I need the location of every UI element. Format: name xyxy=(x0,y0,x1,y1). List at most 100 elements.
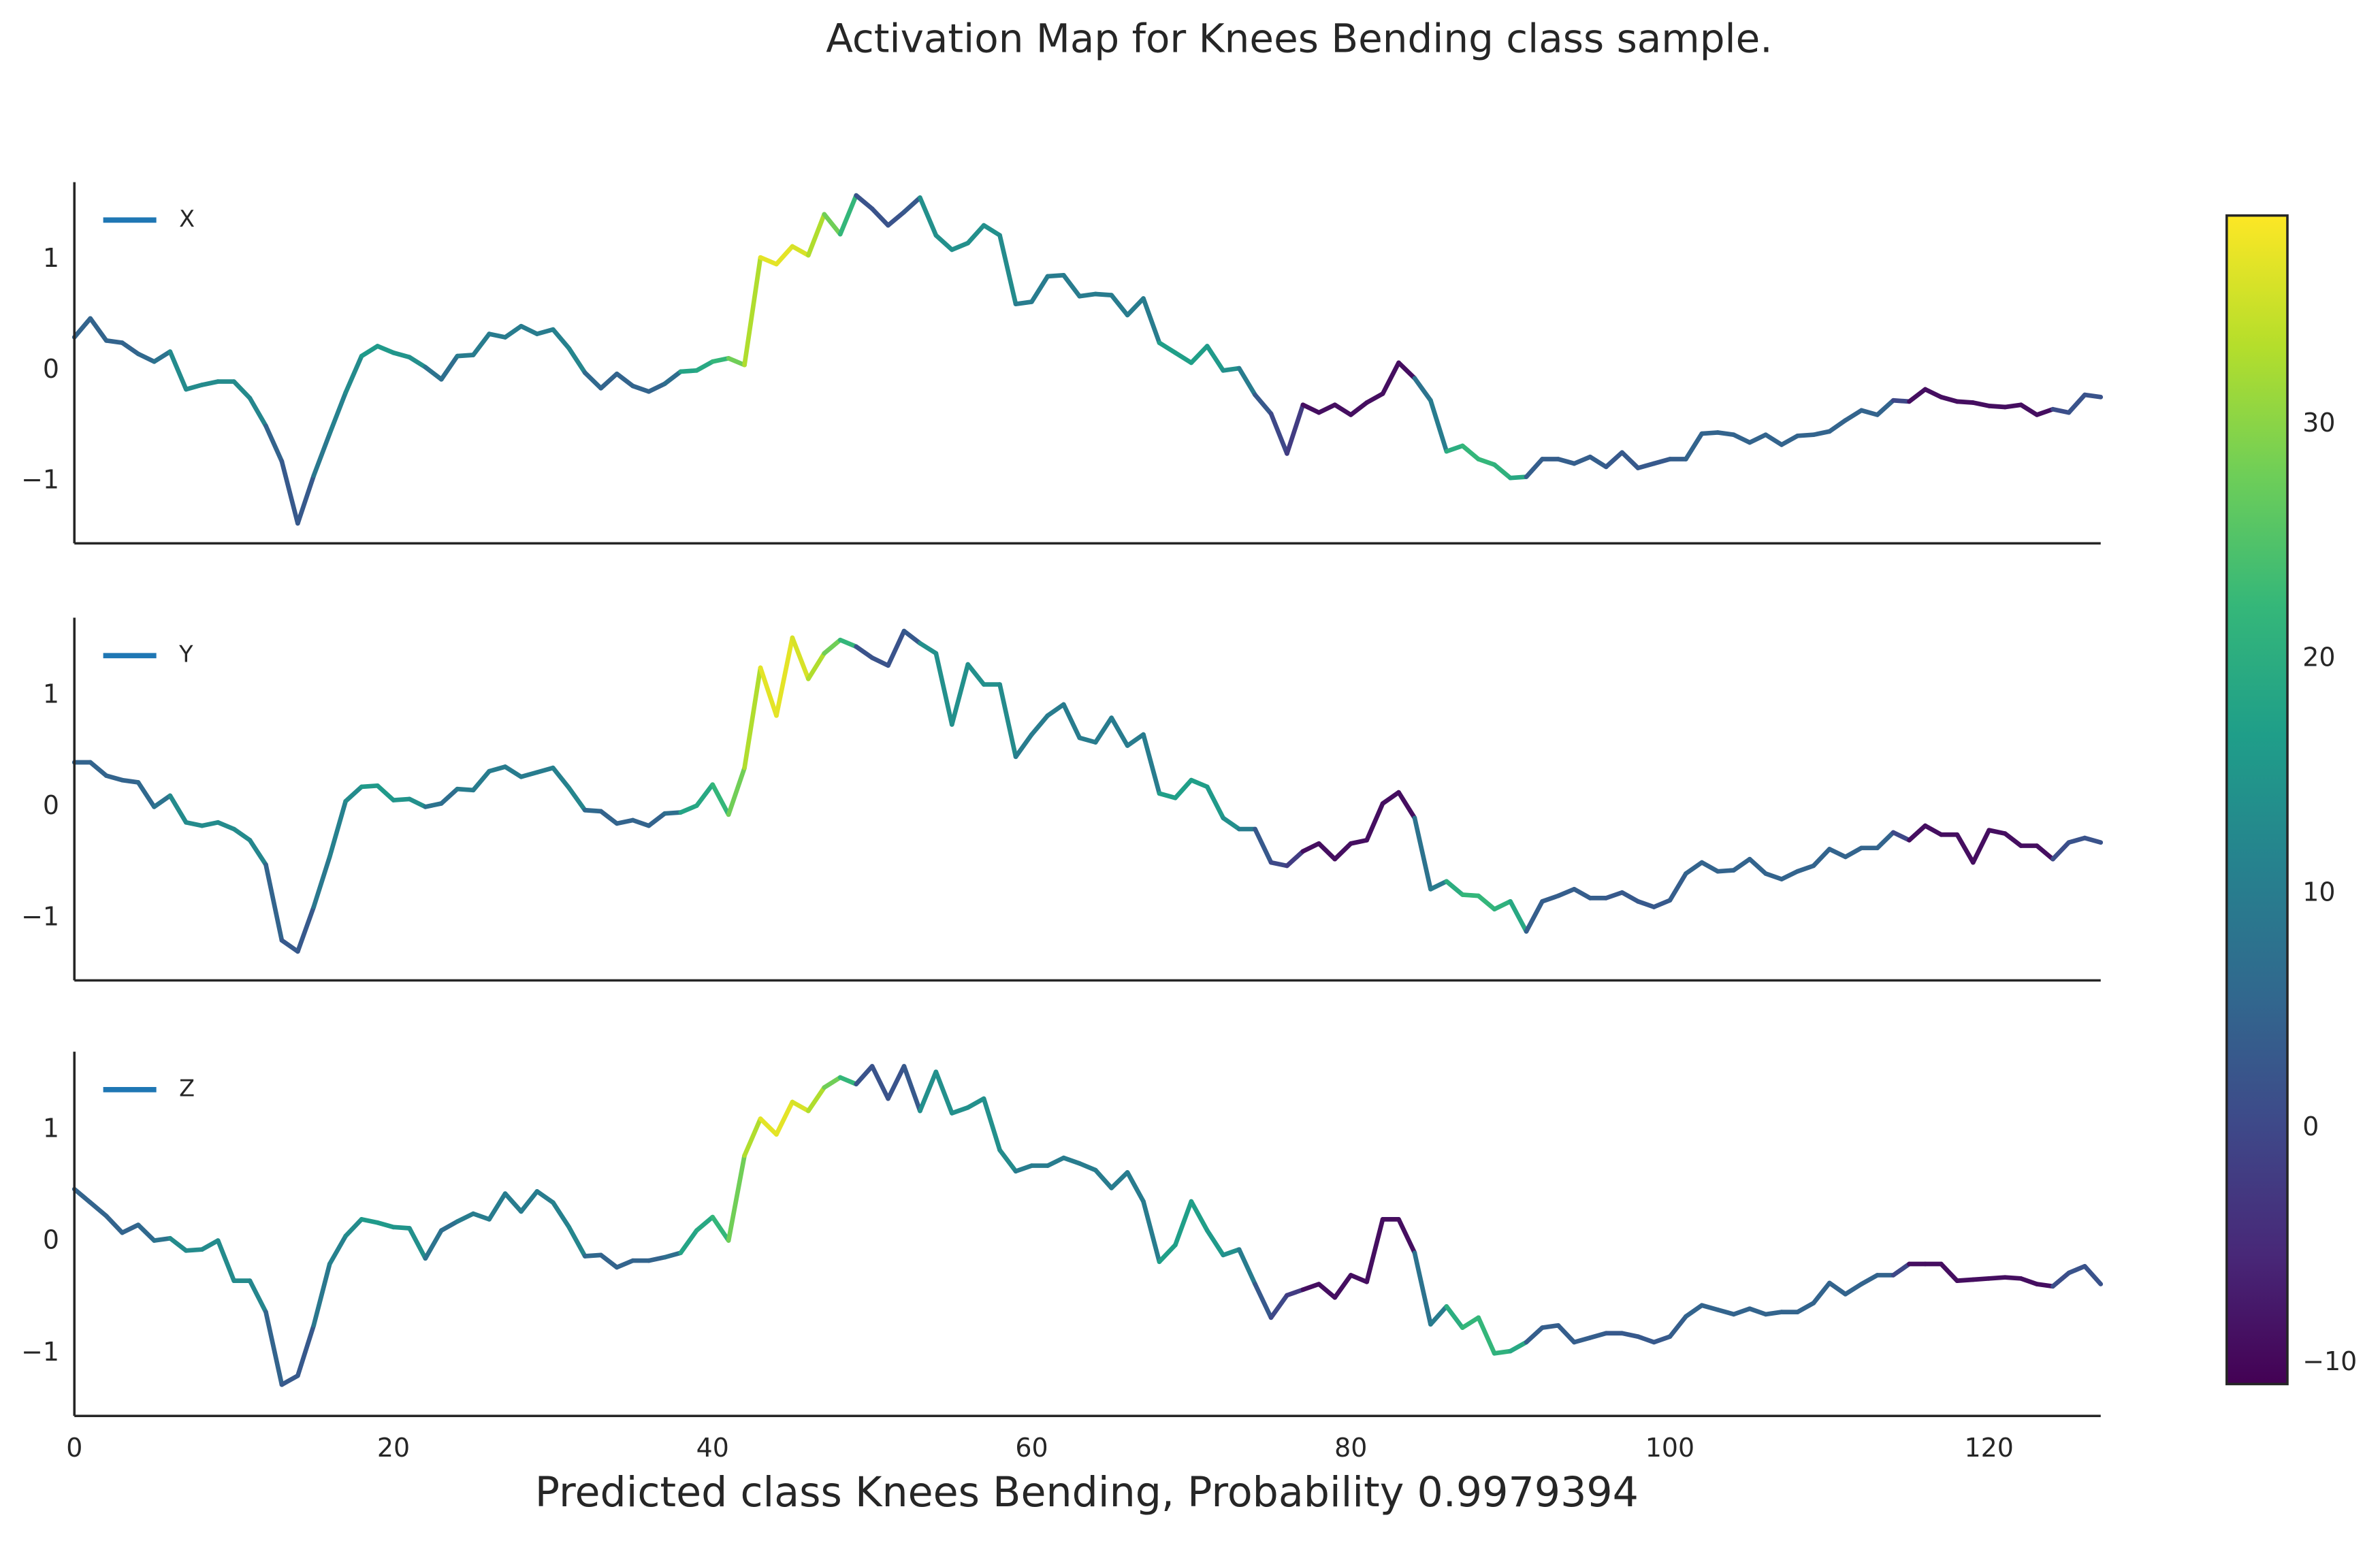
line-segment xyxy=(279,938,300,954)
line-segment xyxy=(837,193,859,237)
line-segment xyxy=(359,783,380,790)
line-segment xyxy=(1300,1282,1321,1293)
line-segment xyxy=(1843,408,1864,423)
line-segment xyxy=(646,381,667,394)
line-segment xyxy=(438,786,460,806)
line-segment xyxy=(933,1069,954,1116)
line-segment xyxy=(487,331,508,340)
y-tick-label: 1 xyxy=(43,243,59,273)
line-segment xyxy=(152,793,173,809)
line-segment xyxy=(1747,856,1768,876)
line-segment xyxy=(1364,801,1385,843)
line-segment xyxy=(1987,1275,2008,1281)
line-segment xyxy=(1221,815,1242,832)
line-segment xyxy=(1524,457,1545,479)
line-segment xyxy=(1684,1303,1705,1319)
line-segment xyxy=(343,353,364,395)
line-segment xyxy=(1189,777,1210,790)
line-segment xyxy=(279,1373,300,1387)
line-segment xyxy=(1300,402,1321,415)
line-segment xyxy=(375,783,396,802)
colorbar xyxy=(2225,214,2289,1386)
line-segment xyxy=(1667,871,1688,903)
line-segment xyxy=(1635,898,1656,909)
line-segment xyxy=(981,223,1002,238)
line-segment xyxy=(582,370,604,391)
line-segment xyxy=(1476,457,1497,468)
line-segment xyxy=(438,1219,460,1233)
line-segment xyxy=(2034,406,2055,417)
line-segment xyxy=(710,782,731,817)
line-segment xyxy=(1268,411,1289,456)
line-segment xyxy=(837,637,859,649)
line-segment xyxy=(311,1261,332,1328)
line-segment xyxy=(1093,1167,1114,1190)
line-segment xyxy=(2066,1263,2087,1276)
line-segment xyxy=(152,1235,173,1243)
line-segment xyxy=(1635,1334,1656,1345)
line-segment xyxy=(1077,735,1098,745)
line-segment xyxy=(1396,1217,1417,1255)
line-segment xyxy=(327,1233,349,1267)
line-segment xyxy=(614,1258,635,1270)
line-segment xyxy=(886,628,907,668)
legend-label: Z xyxy=(179,1075,195,1101)
line-segment xyxy=(1827,418,1848,434)
line-segment xyxy=(758,1116,779,1137)
line-segment xyxy=(1412,815,1433,892)
line-segment xyxy=(1508,1340,1529,1354)
line-segment xyxy=(598,809,620,826)
line-segment xyxy=(949,1105,971,1116)
line-segment xyxy=(869,655,890,668)
line-segment xyxy=(71,1186,93,1205)
line-segment xyxy=(1923,387,1944,400)
line-segment xyxy=(1109,715,1130,748)
line-segment xyxy=(551,765,572,790)
line-segment xyxy=(1891,1261,1912,1278)
line-segment xyxy=(1285,1287,1306,1298)
line-segment xyxy=(2019,1276,2040,1286)
line-segment xyxy=(71,316,93,340)
line-segment xyxy=(1444,1304,1465,1330)
line-segment xyxy=(1652,1334,1673,1345)
line-segment xyxy=(790,1099,811,1114)
line-segment xyxy=(1109,293,1130,318)
line-segment xyxy=(1109,1170,1130,1190)
line-segment xyxy=(279,459,300,526)
line-segment xyxy=(742,255,763,368)
line-segment xyxy=(758,255,779,267)
line-segment xyxy=(1540,893,1561,904)
line-segment xyxy=(1652,898,1673,909)
line-segment xyxy=(997,233,1018,306)
line-segment xyxy=(391,1224,412,1231)
line-segment xyxy=(2051,406,2072,415)
line-segment xyxy=(1508,474,1529,481)
line-segment xyxy=(1620,890,1641,904)
line-segment xyxy=(806,651,827,681)
line-segment xyxy=(678,803,699,815)
line-segment xyxy=(918,195,939,238)
line-segment xyxy=(519,323,540,336)
line-segment xyxy=(2002,402,2023,410)
line-segment xyxy=(1987,828,2008,836)
y-tick-label: 1 xyxy=(43,679,59,709)
line-segment xyxy=(1061,1155,1082,1166)
line-segment xyxy=(662,1250,684,1260)
line-segment xyxy=(1396,790,1417,821)
line-segment xyxy=(1364,1217,1385,1284)
line-segment xyxy=(1428,1304,1449,1327)
line-segment xyxy=(1763,871,1784,881)
line-segment xyxy=(1556,1323,1577,1345)
line-segment xyxy=(742,665,763,770)
line-segment xyxy=(1699,860,1720,874)
line-segment xyxy=(1253,1282,1274,1320)
line-segment xyxy=(1141,1199,1162,1265)
line-segment xyxy=(1795,863,1816,874)
line-segment xyxy=(965,223,986,246)
line-segment xyxy=(183,820,205,828)
line-segment xyxy=(1204,784,1226,821)
line-segment xyxy=(519,1188,540,1214)
line-segment xyxy=(1236,1247,1257,1286)
x-tick-label: 80 xyxy=(1334,1433,1367,1463)
line-segment xyxy=(726,765,747,817)
